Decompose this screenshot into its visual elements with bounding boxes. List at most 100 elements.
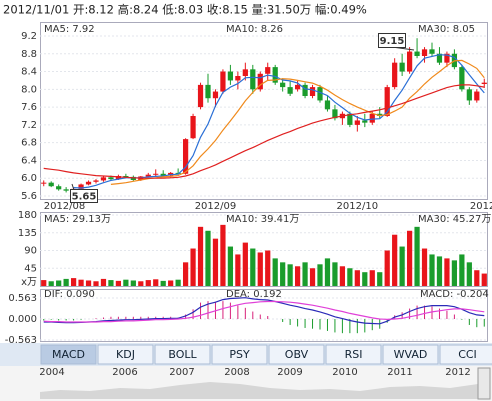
volume-bar [242, 242, 248, 286]
legend-entry: MA10: 8.26 [226, 24, 283, 35]
candle-body [257, 73, 263, 90]
annotation-box [70, 189, 98, 203]
candle-body [406, 51, 413, 72]
candle-body [212, 91, 219, 99]
x-tick-label: 2012/09 [195, 201, 237, 212]
tab[interactable] [382, 344, 439, 365]
tab[interactable] [268, 344, 325, 365]
tab-label: MACD [52, 348, 85, 361]
candle-body [227, 71, 234, 81]
candle-body [265, 67, 271, 74]
tab[interactable] [325, 344, 382, 365]
tab[interactable] [97, 344, 154, 365]
volume-bar [220, 224, 226, 286]
annotation: 9.15 [380, 36, 405, 47]
candle-body [332, 109, 338, 119]
candle-body [100, 177, 107, 181]
quote-header: 2012/11/01 开:8.12 高:8.24 低:8.03 收:8.15 量… [3, 3, 367, 17]
candle-body [294, 84, 301, 90]
tab-label: KDJ [116, 348, 135, 361]
candle-body [309, 87, 316, 96]
volume-bar [347, 268, 353, 286]
volume-bar [115, 280, 122, 286]
candle-body [123, 176, 129, 177]
y-tick-label: 7.2 [21, 120, 37, 131]
annotation: 5.65 [72, 192, 97, 203]
candle-body [130, 176, 136, 180]
volume-bar [212, 238, 219, 286]
candle-body [78, 184, 84, 189]
series-line [110, 59, 485, 185]
candle-body [466, 89, 472, 101]
candle-body [205, 84, 211, 99]
candle-body [220, 71, 226, 92]
x-tick-label: 2012/ [470, 201, 492, 212]
volume-bar [399, 246, 405, 286]
volume-bar [78, 279, 84, 286]
tab[interactable] [154, 344, 211, 365]
candle-body [474, 91, 480, 101]
candle-body [235, 76, 241, 81]
x-tick-label: 2012/08 [44, 201, 86, 212]
candle-body [459, 67, 465, 90]
volume-bar [227, 246, 234, 286]
volume-bar [339, 266, 346, 286]
volume-bar [175, 279, 181, 286]
candle-body [377, 113, 383, 116]
volume-bar [41, 280, 47, 286]
tab[interactable] [439, 344, 492, 365]
volume-bar [190, 248, 196, 286]
candle-body [414, 51, 420, 56]
candle-body [481, 82, 487, 84]
legend-entry: DEA: 0.192 [226, 289, 282, 300]
tab[interactable] [40, 344, 97, 365]
price-frame [40, 22, 488, 200]
volume-bar [429, 254, 435, 286]
candle-body [421, 49, 428, 56]
y-tick-label: 180 [18, 210, 37, 221]
volume-bar [265, 250, 271, 286]
candle-body [369, 113, 375, 123]
timeline-year: 2004 [39, 367, 64, 378]
candle-body [145, 174, 151, 177]
volume-bar [100, 278, 107, 286]
annotations: 9.15 5.65 [70, 33, 415, 203]
timeline-year: 2006 [112, 367, 137, 378]
candle-body [324, 100, 331, 110]
candle-body [444, 53, 450, 63]
legend-entry: MA5: 7.92 [44, 24, 95, 35]
candle-body [287, 87, 293, 94]
volume-bar [63, 278, 69, 286]
candle-body [160, 173, 166, 176]
volume-bar [235, 254, 241, 286]
y-tick-label: 45 [24, 263, 37, 274]
y-tick-label: 135 [18, 228, 37, 239]
volume-bar [474, 270, 480, 286]
tab[interactable] [211, 344, 268, 365]
volume-bar [250, 248, 256, 286]
series-line [43, 297, 485, 325]
timeline-year: 2010 [332, 367, 357, 378]
candle-body [93, 180, 99, 182]
candle-body [182, 139, 189, 174]
volume-bar [197, 226, 204, 286]
candle-body [250, 69, 256, 90]
volume-bar [369, 270, 375, 286]
volume-bar [406, 230, 413, 286]
candle-body [436, 53, 443, 63]
legend-entry: MA10: 39.41万 [226, 214, 299, 225]
volume-bar [332, 262, 338, 286]
volume-bar [70, 278, 77, 286]
volume-bar [48, 281, 54, 286]
tab-label: RSI [345, 348, 363, 361]
y-tick-label: 6.8 [21, 138, 37, 149]
volume-bar [481, 273, 487, 286]
timeline-handle[interactable] [477, 367, 491, 400]
volume-bar [354, 270, 360, 286]
volume-bar [123, 279, 129, 286]
volume-bar [444, 258, 450, 286]
candle-body [242, 69, 248, 76]
y-tick-label: 9.2 [21, 31, 37, 42]
legend-entry: MA30: 8.05 [418, 24, 475, 35]
volume-bar [138, 281, 144, 286]
